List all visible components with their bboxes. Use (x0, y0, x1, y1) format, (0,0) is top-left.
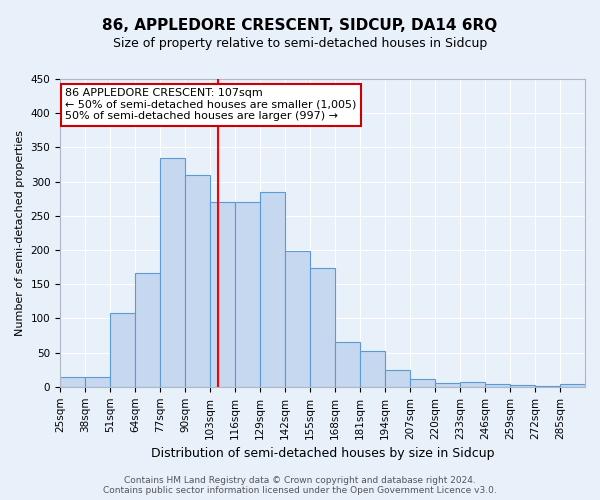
Bar (260, 192, 285, 387)
Bar (435, 384, 460, 387)
Text: 86 APPLEDORE CRESCENT: 107sqm
← 50% of semi-detached houses are smaller (1,005)
: 86 APPLEDORE CRESCENT: 107sqm ← 50% of s… (65, 88, 356, 122)
Bar (135, 272, 160, 387)
Bar (385, 370, 410, 387)
Bar (335, 342, 360, 387)
Bar (485, 384, 510, 387)
Text: Size of property relative to semi-detached houses in Sidcup: Size of property relative to semi-detach… (113, 38, 487, 51)
Y-axis label: Number of semi-detached properties: Number of semi-detached properties (15, 130, 25, 336)
Text: 86, APPLEDORE CRESCENT, SIDCUP, DA14 6RQ: 86, APPLEDORE CRESCENT, SIDCUP, DA14 6RQ (103, 18, 497, 32)
Bar (310, 268, 335, 387)
Bar (460, 382, 485, 387)
Bar (210, 202, 235, 387)
Bar (85, 376, 110, 387)
Bar (410, 380, 435, 387)
Bar (60, 376, 85, 387)
Bar (110, 313, 135, 387)
Bar (235, 202, 260, 387)
Bar (510, 386, 535, 387)
Text: Contains HM Land Registry data © Crown copyright and database right 2024.
Contai: Contains HM Land Registry data © Crown c… (103, 476, 497, 495)
Bar (185, 175, 210, 387)
Bar (535, 386, 560, 387)
Bar (360, 351, 385, 387)
Bar (285, 250, 310, 387)
X-axis label: Distribution of semi-detached houses by size in Sidcup: Distribution of semi-detached houses by … (151, 447, 494, 460)
Bar (160, 158, 185, 387)
Bar (560, 384, 585, 387)
